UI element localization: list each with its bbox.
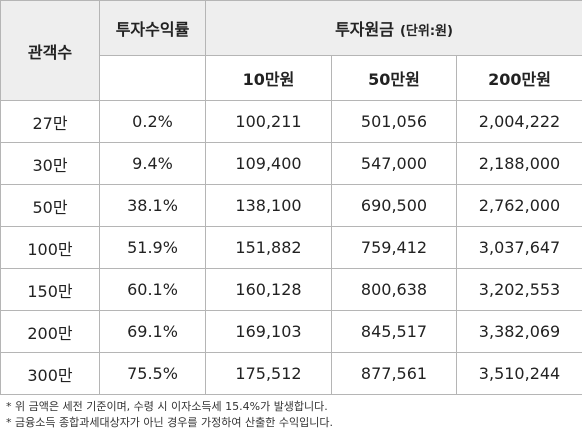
table-row: 50만 38.1% 138,100 690,500 2,762,000 — [0, 184, 582, 227]
cell-200man: 3,382,069 — [455, 310, 582, 353]
cell-10man: 138,100 — [205, 184, 332, 227]
cell-50man: 547,000 — [331, 142, 457, 185]
cell-50man: 877,561 — [331, 352, 457, 395]
cell-200man: 2,762,000 — [455, 184, 582, 227]
cell-10man: 160,128 — [205, 268, 332, 311]
cell-200man: 2,004,222 — [455, 100, 582, 143]
cell-200man: 3,510,244 — [455, 352, 582, 395]
cell-50man: 845,517 — [331, 310, 457, 353]
subheader-200man: 200만원 — [455, 55, 582, 101]
cell-10man: 175,512 — [205, 352, 332, 395]
cell-audience: 200만 — [0, 310, 100, 353]
table-row: 200만 69.1% 169,103 845,517 3,382,069 — [0, 310, 582, 353]
table-row: 27만 0.2% 100,211 501,056 2,004,222 — [0, 100, 582, 143]
header-principal: 투자원금 (단위:원) — [204, 0, 582, 56]
footnote: * 금융소득 종합과세대상자가 아닌 경우를 가정하여 산출한 수익입니다. — [6, 416, 333, 429]
cell-200man: 3,037,647 — [455, 226, 582, 269]
cell-audience: 150만 — [0, 268, 100, 311]
table-row: 30만 9.4% 109,400 547,000 2,188,000 — [0, 142, 582, 185]
cell-10man: 109,400 — [205, 142, 332, 185]
table-row: 300만 75.5% 175,512 877,561 3,510,244 — [0, 352, 582, 395]
subheader-50man: 50만원 — [331, 55, 457, 101]
header-principal-label: 투자원금 — [335, 20, 394, 39]
cell-10man: 151,882 — [205, 226, 332, 269]
cell-50man: 759,412 — [331, 226, 457, 269]
investment-return-table: 관객수 투자수익률 투자원금 (단위:원) 10만원 50만원 200만원 27만… — [0, 0, 582, 395]
cell-200man: 3,202,553 — [455, 268, 582, 311]
table-row: 150만 60.1% 160,128 800,638 3,202,553 — [0, 268, 582, 311]
cell-50man: 501,056 — [331, 100, 457, 143]
header-return-rate: 투자수익률 — [99, 0, 206, 56]
subheader-10man: 10만원 — [205, 55, 332, 101]
cell-return-rate: 38.1% — [99, 184, 206, 227]
cell-return-rate: 69.1% — [99, 310, 206, 353]
subheader-row: 10만원 50만원 200만원 — [1, 55, 582, 101]
cell-return-rate: 51.9% — [99, 226, 206, 269]
cell-50man: 800,638 — [331, 268, 457, 311]
cell-50man: 690,500 — [331, 184, 457, 227]
header-row: 관객수 투자수익률 투자원금 (단위:원) — [0, 0, 582, 101]
cell-audience: 50만 — [0, 184, 100, 227]
footnotes: * 위 금액은 세전 기준이며, 수령 시 이자소득세 15.4%가 발생합니다… — [6, 399, 576, 431]
subheader-blank — [99, 55, 206, 101]
header-unit: (단위:원) — [399, 24, 453, 39]
cell-audience: 27만 — [0, 100, 100, 143]
table-row: 100만 51.9% 151,882 759,412 3,037,647 — [0, 226, 582, 269]
cell-audience: 30만 — [0, 142, 100, 185]
footnote: * 위 금액은 세전 기준이며, 수령 시 이자소득세 15.4%가 발생합니다… — [6, 400, 328, 413]
cell-return-rate: 60.1% — [99, 268, 206, 311]
cell-return-rate: 75.5% — [99, 352, 206, 395]
cell-audience: 300만 — [0, 352, 100, 395]
cell-audience: 100만 — [0, 226, 100, 269]
cell-200man: 2,188,000 — [455, 142, 582, 185]
cell-10man: 100,211 — [205, 100, 332, 143]
cell-return-rate: 9.4% — [99, 142, 206, 185]
cell-return-rate: 0.2% — [99, 100, 206, 143]
cell-10man: 169,103 — [205, 310, 332, 353]
header-audience: 관객수 — [0, 0, 100, 101]
